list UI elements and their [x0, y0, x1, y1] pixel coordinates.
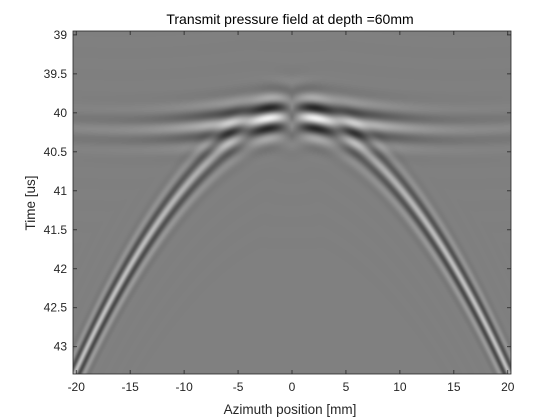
x-axis-label: Azimuth position [mm]	[224, 402, 357, 417]
x-tick-label: 5	[343, 380, 350, 394]
y-axis: 39 39.5 40 40.5 41 41.5 42 42.5 43	[44, 28, 511, 354]
y-tick-label: 40	[54, 106, 68, 120]
y-tick-label: 43	[54, 340, 68, 354]
y-tick-label: 39.5	[44, 67, 68, 81]
y-tick-label: 39	[54, 28, 68, 42]
chart-title: Transmit pressure field at depth =60mm	[166, 11, 413, 27]
y-axis-label: Time [us]	[23, 175, 38, 230]
pressure-field-image	[73, 31, 511, 374]
x-axis: -20 -15 -10 -5 0 5 10 15 20	[68, 31, 515, 394]
x-tick-label: -5	[233, 380, 244, 394]
field-image-frame	[73, 31, 511, 374]
x-tick-label: 10	[393, 380, 407, 394]
x-tick-label: 20	[501, 380, 515, 394]
y-tick-label: 40.5	[44, 145, 68, 159]
x-tick-label: -15	[122, 380, 140, 394]
x-tick-label: -10	[175, 380, 193, 394]
y-tick-label: 42	[54, 262, 68, 276]
x-tick-label: -20	[68, 380, 86, 394]
y-tick-label: 41.5	[44, 223, 68, 237]
y-tick-label: 42.5	[44, 301, 68, 315]
y-tick-label: 41	[54, 184, 68, 198]
x-tick-label: 0	[289, 380, 296, 394]
x-tick-label: 15	[447, 380, 461, 394]
plot-area	[72, 30, 512, 375]
